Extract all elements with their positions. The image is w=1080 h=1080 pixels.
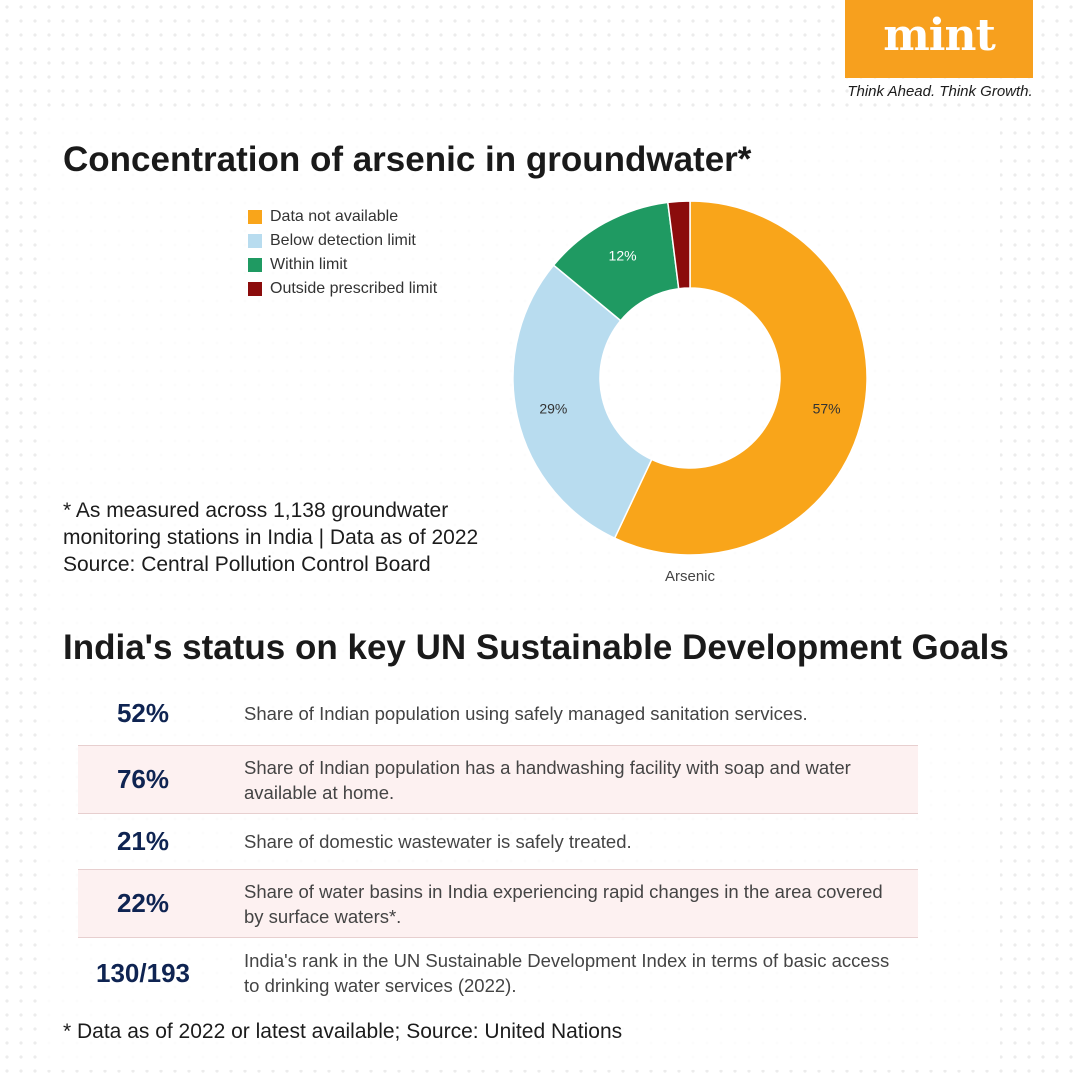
legend-label: Within limit <box>270 256 348 273</box>
sdg-description: Share of Indian population using safely … <box>244 703 808 724</box>
donut-slice <box>666 200 691 290</box>
legend-item: Outside prescribed limit <box>248 277 437 301</box>
legend-label: Outside prescribed limit <box>270 280 438 297</box>
sdg-footer: * Data as of 2022 or latest available; S… <box>63 1020 623 1043</box>
slice-label: 29% <box>539 401 567 417</box>
chart-legend: Data not available Below detection limit… <box>248 205 437 301</box>
sdg-description: Share of Indian population has a handwas… <box>244 756 851 803</box>
brand-tagline: Think Ahead. Think Growth. <box>847 83 1033 100</box>
chart-caption: Arsenic <box>665 568 716 585</box>
sdg-value: 21% <box>116 826 170 856</box>
legend-label: Data not available <box>270 208 399 225</box>
table-row: 52% Share of Indian population using saf… <box>78 682 918 746</box>
sdg-description: Share of water basins in India experienc… <box>244 880 883 927</box>
sdg-table: 52% Share of Indian population using saf… <box>78 682 918 1008</box>
table-row: 76% Share of Indian population has a han… <box>78 746 918 814</box>
legend-swatch <box>248 282 262 296</box>
sdg-value: 130/193 <box>96 957 190 988</box>
slice-label: 12% <box>609 247 637 263</box>
legend-swatch <box>248 258 262 272</box>
legend-label: Below detection limit <box>270 232 416 249</box>
mint-logo: mint <box>845 0 1033 78</box>
chart-title: Concentration of arsenic in groundwater* <box>63 140 752 179</box>
chart-note-line: monitoring stations in India | Data as o… <box>63 526 479 549</box>
legend-swatch <box>248 210 262 224</box>
legend-item: Data not available <box>248 205 437 229</box>
legend-item: Within limit <box>248 253 437 277</box>
donut-slice <box>613 200 868 556</box>
legend-swatch <box>248 234 262 248</box>
chart-notes: * As measured across 1,138 groundwater m… <box>63 497 478 578</box>
donut-slice <box>512 264 653 540</box>
donut-chart: 57% 29% 12% Arsenic <box>512 200 868 585</box>
table-row: 130/193 India's rank in the UN Sustainab… <box>78 938 918 1008</box>
sdg-value: 52% <box>116 698 170 728</box>
sdg-value: 22% <box>116 888 170 918</box>
chart-note-line: * As measured across 1,138 groundwater <box>63 499 449 522</box>
sdg-description: India's rank in the UN Sustainable Devel… <box>244 950 890 996</box>
slice-label: 57% <box>813 401 841 417</box>
legend-item: Below detection limit <box>248 229 437 253</box>
sdg-title: India's status on key UN Sustainable Dev… <box>63 628 1009 667</box>
sdg-description: Share of domestic wastewater is safely t… <box>244 831 632 852</box>
table-row: 21% Share of domestic wastewater is safe… <box>78 814 918 870</box>
sdg-value: 76% <box>116 764 170 794</box>
table-row: 22% Share of water basins in India exper… <box>78 870 918 938</box>
chart-note-line: Source: Central Pollution Control Board <box>63 553 431 576</box>
logo-text: mint <box>883 9 996 61</box>
